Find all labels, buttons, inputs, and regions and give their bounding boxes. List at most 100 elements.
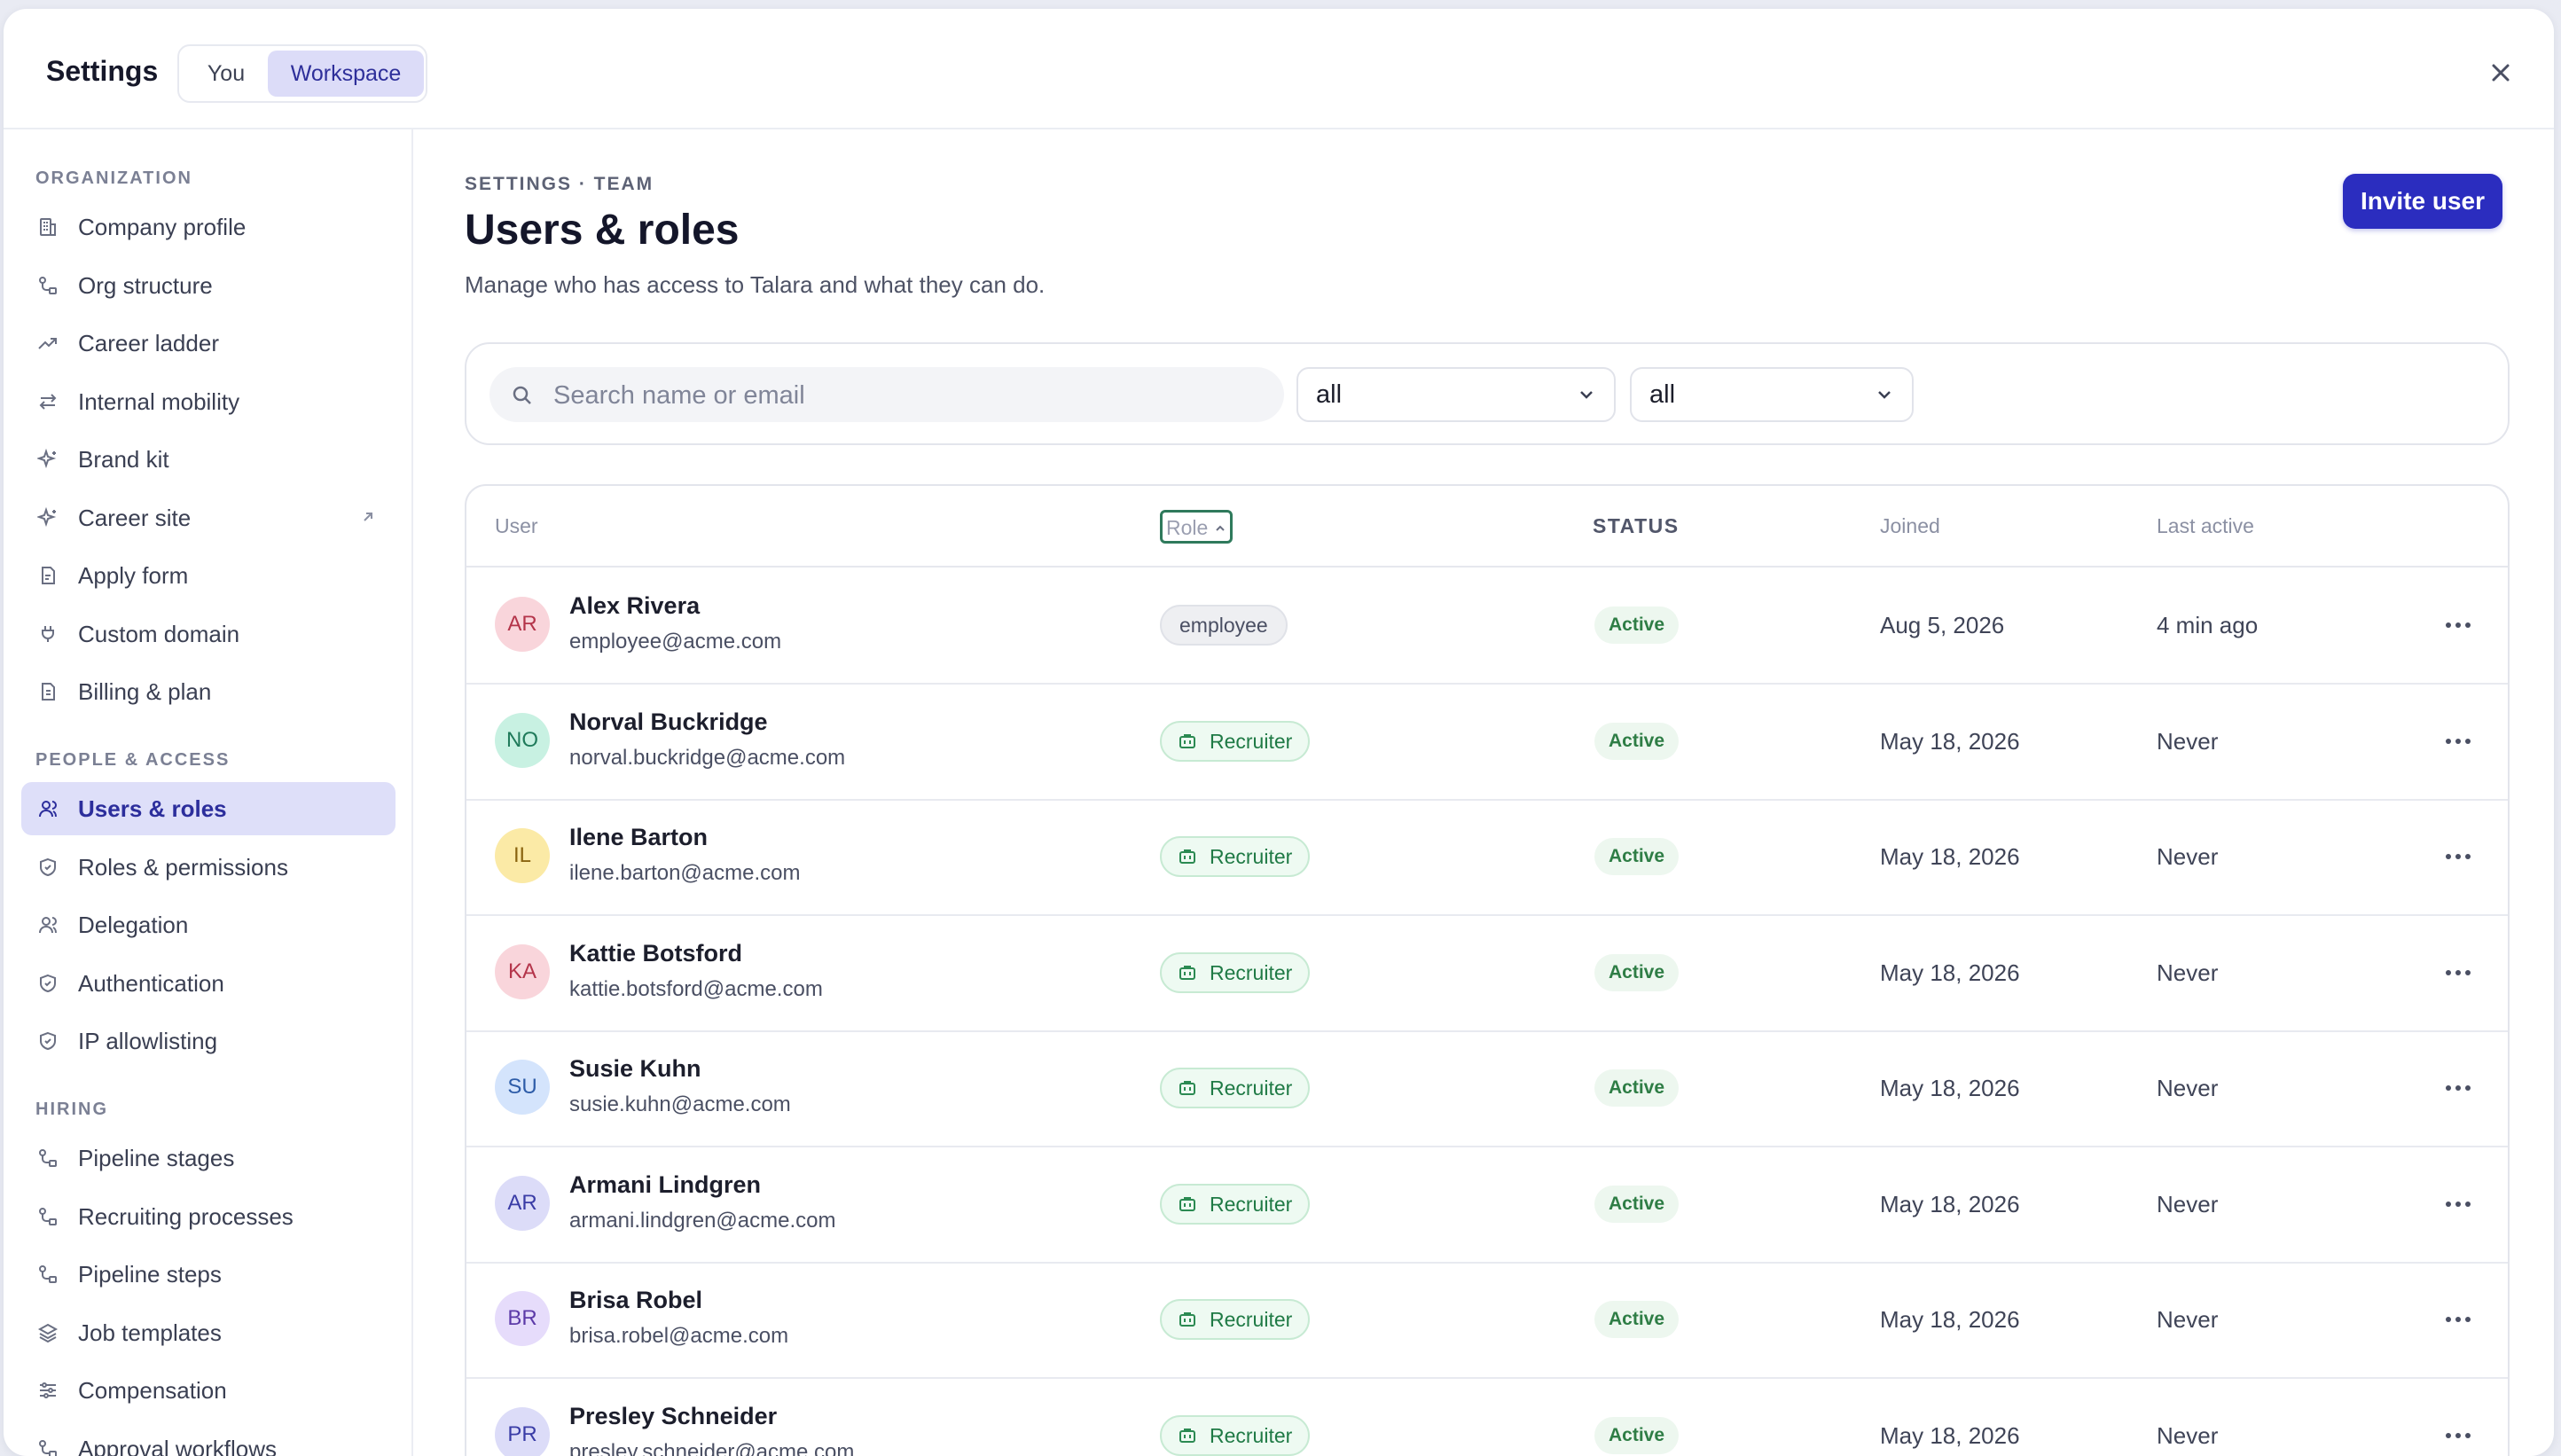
last-active: Never	[2157, 1421, 2219, 1449]
column-header-role[interactable]: Role	[1160, 510, 1233, 544]
column-header-last-active[interactable]: Last active	[2157, 514, 2254, 537]
role-label: Recruiter	[1210, 1308, 1293, 1331]
sidebar-item-label: Career site	[78, 505, 192, 531]
table-row[interactable]: NO Norval Buckridge norval.buckridge@acm…	[466, 684, 2508, 801]
avatar-initials: BR	[507, 1306, 537, 1330]
sidebar-item-job-templates[interactable]: Job templates	[21, 1306, 396, 1359]
status-badge: Active	[1594, 722, 1680, 760]
sidebar-item-delegation[interactable]: Delegation	[21, 898, 396, 951]
tab-workspace[interactable]: Workspace	[268, 51, 424, 97]
sidebar-item-company-profile[interactable]: Company profile	[21, 200, 396, 254]
settings-modal: Settings You Workspace ORGANIZATION Comp…	[4, 9, 2554, 1456]
more-actions-icon[interactable]	[2440, 1310, 2476, 1329]
status-badge: Active	[1594, 1301, 1680, 1338]
sidebar-item-apply-form[interactable]: Apply form	[21, 549, 396, 602]
layers-icon	[37, 1323, 59, 1343]
more-actions-icon[interactable]	[2440, 1194, 2476, 1214]
org-structure-icon	[39, 277, 57, 294]
sidebar-item-career-ladder[interactable]: Career ladder	[21, 317, 396, 370]
sidebar-item-users-roles[interactable]: Users & roles	[21, 782, 396, 835]
section-title-hiring: HIRING	[35, 1100, 108, 1119]
status-filter-select[interactable]: all	[1630, 367, 1914, 422]
column-header-role-label: Role	[1166, 516, 1209, 539]
settings-sidebar: ORGANIZATION Company profile Org structu…	[4, 129, 413, 1456]
sidebar-item-label: Delegation	[78, 912, 189, 938]
more-actions-icon[interactable]	[2440, 847, 2476, 866]
briefcase-icon	[1179, 849, 1195, 864]
sidebar-item-approval-workflows[interactable]: Approval workflows	[21, 1422, 396, 1456]
avatar-initials: PR	[507, 1421, 537, 1446]
role-filter-value: all	[1316, 380, 1343, 409]
user-email: ilene.barton@acme.com	[569, 861, 801, 885]
avatar-initials: KA	[507, 959, 536, 983]
last-active: Never	[2157, 1306, 2219, 1333]
more-actions-icon[interactable]	[2440, 1078, 2476, 1098]
avatar: AR	[495, 597, 550, 652]
column-header-user[interactable]: User	[495, 514, 538, 537]
sidebar-item-ip-allowlisting[interactable]: IP allowlisting	[21, 1014, 396, 1068]
joined-date: May 18, 2026	[1880, 959, 2020, 986]
users-table: User Role STATUS Joined Last active AR A…	[465, 484, 2510, 1456]
table-row[interactable]: KA Kattie Botsford kattie.botsford@acme.…	[466, 915, 2508, 1032]
joined-date: May 18, 2026	[1880, 1190, 2020, 1217]
table-row[interactable]: BR Brisa Robel brisa.robel@acme.com Recr…	[466, 1262, 2508, 1379]
role-badge: employee	[1160, 605, 1288, 646]
table-row[interactable]: AR Armani Lindgren armani.lindgren@acme.…	[466, 1147, 2508, 1264]
column-header-status[interactable]: STATUS	[1593, 514, 1680, 537]
more-actions-icon[interactable]	[2440, 615, 2476, 635]
search-input[interactable]	[552, 367, 1265, 424]
sidebar-item-label: Compensation	[78, 1377, 227, 1404]
tab-you[interactable]: You	[207, 61, 246, 86]
avatar: BR	[495, 1291, 550, 1346]
more-actions-icon[interactable]	[2440, 1426, 2476, 1445]
sidebar-item-pipeline-steps[interactable]: Pipeline steps	[21, 1248, 396, 1301]
briefcase-icon	[1179, 1312, 1195, 1327]
avatar-initials: IL	[513, 843, 531, 867]
sidebar-item-label: IP allowlisting	[78, 1028, 218, 1054]
chevron-down-icon	[1580, 391, 1593, 399]
role-badge: Recruiter	[1160, 1299, 1311, 1340]
avatar-initials: NO	[506, 727, 538, 752]
avatar: AR	[495, 1175, 550, 1231]
more-actions-icon[interactable]	[2440, 732, 2476, 751]
user-name: Armani Lindgren	[569, 1170, 762, 1198]
search-box	[489, 367, 1284, 424]
sidebar-item-recruiting-processes[interactable]: Recruiting processes	[21, 1190, 396, 1243]
sidebar-item-label: Users & roles	[78, 795, 227, 822]
avatar-initials: AR	[507, 1190, 537, 1215]
sidebar-item-brand-kit[interactable]: Brand kit	[21, 433, 396, 486]
invite-user-button[interactable]: Invite user	[2343, 174, 2502, 229]
status-badge: Active	[1594, 953, 1680, 991]
sidebar-item-custom-domain[interactable]: Custom domain	[21, 607, 396, 661]
table-row[interactable]: SU Susie Kuhn susie.kuhn@acme.com Recrui…	[466, 1030, 2508, 1147]
workflow-icon	[39, 1149, 57, 1167]
users-icon	[39, 917, 57, 934]
briefcase-icon	[1179, 733, 1195, 748]
table-row[interactable]: PR Presley Schneider presley.schneider@a…	[466, 1378, 2508, 1456]
sidebar-item-label: Apply form	[78, 562, 189, 589]
avatar: PR	[495, 1406, 550, 1456]
workflow-icon	[39, 1265, 57, 1283]
avatar: KA	[495, 943, 550, 999]
table-row[interactable]: IL Ilene Barton ilene.barton@acme.com Re…	[466, 799, 2508, 916]
close-icon[interactable]	[2483, 55, 2518, 90]
more-actions-icon[interactable]	[2440, 963, 2476, 982]
column-header-joined[interactable]: Joined	[1880, 514, 1940, 537]
sidebar-item-org-structure[interactable]: Org structure	[21, 259, 396, 312]
sidebar-item-billing-plan[interactable]: Billing & plan	[21, 665, 396, 718]
table-row[interactable]: AR Alex Rivera employee@acme.com employe…	[466, 568, 2508, 685]
joined-date: May 18, 2026	[1880, 1421, 2020, 1449]
page-subtitle: Manage who has access to Talara and what…	[465, 271, 1046, 298]
sidebar-item-label: Brand kit	[78, 446, 169, 473]
sidebar-item-roles-permissions[interactable]: Roles & permissions	[21, 841, 396, 894]
sidebar-item-authentication[interactable]: Authentication	[21, 957, 396, 1010]
sidebar-item-compensation[interactable]: Compensation	[21, 1364, 396, 1417]
role-label: Recruiter	[1210, 729, 1293, 753]
role-filter-select[interactable]: all	[1296, 367, 1616, 422]
external-link-icon	[364, 513, 372, 521]
sidebar-item-pipeline-stages[interactable]: Pipeline stages	[21, 1131, 396, 1185]
sidebar-item-career-site[interactable]: Career site	[21, 491, 396, 544]
sidebar-item-label: Approval workflows	[78, 1436, 277, 1456]
status-badge: Active	[1594, 607, 1680, 644]
sidebar-item-internal-mobility[interactable]: Internal mobility	[21, 375, 396, 428]
